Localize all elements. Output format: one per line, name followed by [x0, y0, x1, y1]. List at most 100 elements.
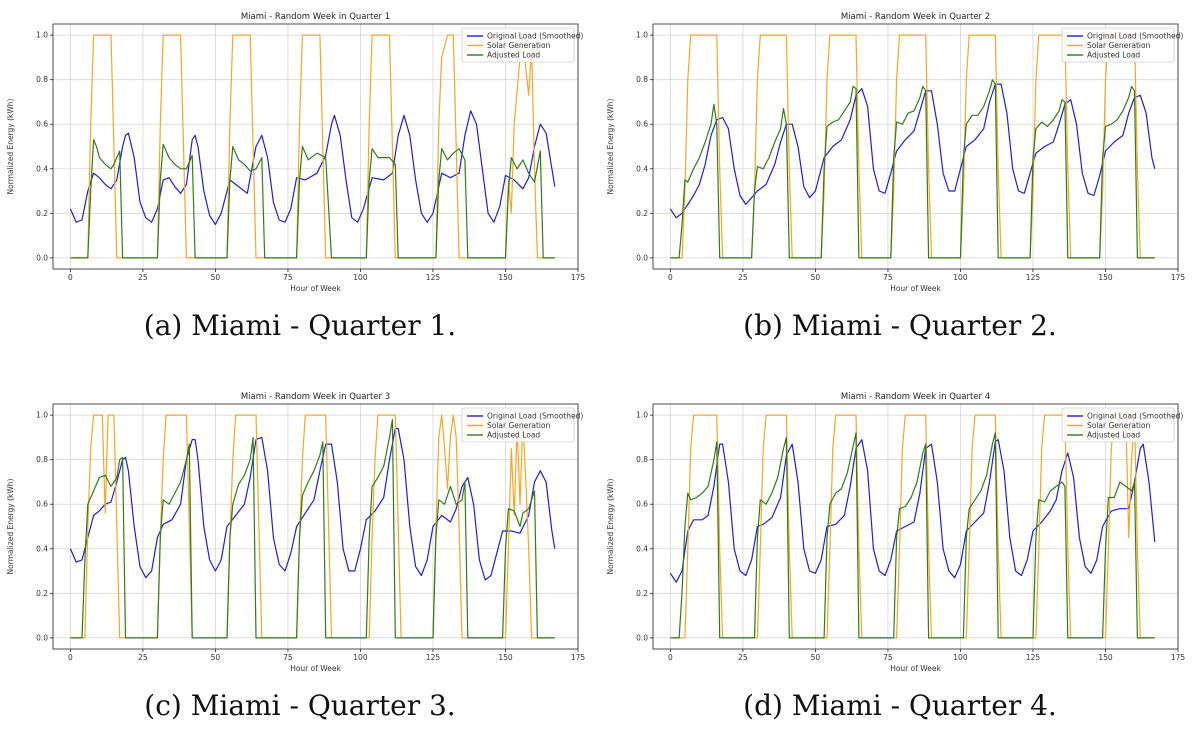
x-tick-label: 75 [883, 273, 893, 282]
chart-q3: Miami - Random Week in Quarter 3 0 25 50 75 1… [6, 392, 586, 673]
x-tick-label: 125 [426, 273, 441, 282]
series-line [670, 414, 1155, 639]
series-group [669, 414, 1156, 639]
y-tick-label: 0.8 [636, 75, 648, 84]
chart-panel-q4: Miami - Random Week in Quarter 4 0 25 50 75 1… [605, 385, 1195, 745]
y-tick-label: 0.0 [636, 253, 648, 262]
chart-q2: Miami - Random Week in Quarter 2 0 25 50 75 1… [606, 12, 1186, 293]
x-tick-label: 125 [1026, 653, 1041, 662]
legend-entry: Original Load (Smoothed) [1087, 412, 1183, 421]
y-tick-label: 0.2 [636, 209, 648, 218]
x-tick-label: 25 [738, 653, 748, 662]
legend: Original Load (Smoothed)Solar Generation… [1061, 27, 1183, 63]
y-tick-label: 0.6 [36, 120, 48, 129]
caption-q2: (b) Miami - Quarter 2. [743, 309, 1057, 342]
x-tick-label: 175 [1171, 273, 1186, 282]
y-tick-label: 0.6 [636, 500, 648, 509]
legend-box [461, 27, 575, 63]
x-tick-label: 75 [283, 653, 293, 662]
series-line [669, 439, 1156, 583]
legend: Original Load (Smoothed)Solar Generation… [461, 27, 583, 63]
plot-frame [52, 403, 579, 650]
legend-entry: Solar Generation [1087, 41, 1151, 50]
legend-entry: Adjusted Load [1087, 51, 1140, 60]
x-tick-label: 125 [426, 653, 441, 662]
y-tick-label: 0.8 [636, 455, 648, 464]
legend-entry: Adjusted Load [487, 431, 540, 440]
y-tick-label: 0.2 [36, 209, 48, 218]
y-axis-label: Normalized Energy (kWh) [606, 478, 615, 574]
chart-title: Miami - Random Week in Quarter 3 [241, 392, 390, 402]
y-tick-label: 1.0 [36, 31, 48, 40]
y-tick-label: 0.0 [636, 633, 648, 642]
legend-entry: Solar Generation [487, 41, 551, 50]
plot-frame [652, 403, 1179, 650]
legend: Original Load (Smoothed)Solar Generation… [1061, 407, 1183, 443]
x-axis-label: Hour of Week [290, 664, 341, 673]
series-line [670, 79, 1155, 259]
series-line [70, 414, 555, 639]
chart-q1: Miami - Random Week in Quarter 1 0 25 50 75 1… [6, 12, 586, 293]
x-tick-label: 25 [138, 653, 148, 662]
x-tick-label: 0 [668, 653, 673, 662]
y-tick-label: 0.4 [36, 164, 48, 173]
x-tick-label: 175 [571, 273, 586, 282]
x-axis-label: Hour of Week [290, 284, 341, 293]
legend-entry: Adjusted Load [1087, 431, 1140, 440]
x-axis-label: Hour of Week [890, 284, 941, 293]
y-tick-label: 1.0 [36, 411, 48, 420]
x-axis-label: Hour of Week [890, 664, 941, 673]
x-tick-label: 25 [138, 273, 148, 282]
chart-q4: Miami - Random Week in Quarter 4 0 25 50 75 1… [606, 392, 1186, 673]
series-line [69, 110, 556, 226]
series-line [670, 432, 1155, 639]
y-tick-label: 0.2 [36, 589, 48, 598]
y-tick-label: 0.8 [36, 455, 48, 464]
chart-title: Miami - Random Week in Quarter 2 [841, 12, 990, 22]
y-tick-label: 0.2 [636, 589, 648, 598]
x-tick-label: 150 [498, 273, 513, 282]
x-tick-label: 150 [1098, 273, 1113, 282]
chart-title: Miami - Random Week in Quarter 4 [841, 392, 990, 402]
x-tick-label: 100 [953, 653, 968, 662]
x-tick-label: 0 [68, 273, 73, 282]
x-tick-label: 175 [571, 653, 586, 662]
series-line [70, 139, 555, 259]
series-line [69, 427, 556, 581]
legend-entry: Original Load (Smoothed) [487, 32, 583, 41]
chart-panel-q2: Miami - Random Week in Quarter 2 0 25 50 75 1… [605, 5, 1195, 365]
legend-box [1061, 27, 1175, 63]
legend-box [461, 407, 575, 443]
legend-entry: Solar Generation [487, 421, 551, 430]
y-axis-label: Normalized Energy (kWh) [606, 98, 615, 194]
plot-frame [652, 23, 1179, 270]
series-group [69, 414, 556, 639]
x-tick-label: 125 [1026, 273, 1041, 282]
chart-title: Miami - Random Week in Quarter 1 [241, 12, 390, 22]
caption-q4: (d) Miami - Quarter 4. [743, 689, 1057, 722]
y-tick-label: 0.6 [636, 120, 648, 129]
legend-entry: Solar Generation [1087, 421, 1151, 430]
y-tick-label: 0.0 [36, 633, 48, 642]
y-tick-label: 0.6 [36, 500, 48, 509]
x-tick-label: 150 [498, 653, 513, 662]
y-tick-label: 0.8 [36, 75, 48, 84]
x-tick-label: 150 [1098, 653, 1113, 662]
legend-entry: Adjusted Load [487, 51, 540, 60]
x-tick-label: 75 [883, 653, 893, 662]
y-tick-label: 1.0 [636, 31, 648, 40]
x-tick-label: 50 [811, 653, 821, 662]
x-tick-label: 75 [283, 273, 293, 282]
x-tick-label: 100 [353, 653, 368, 662]
y-tick-label: 0.4 [36, 544, 48, 553]
x-tick-label: 0 [668, 273, 673, 282]
x-tick-label: 50 [811, 273, 821, 282]
y-tick-label: 1.0 [636, 411, 648, 420]
x-tick-label: 175 [1171, 653, 1186, 662]
series-line [669, 83, 1156, 219]
plot-frame [52, 23, 579, 270]
y-tick-label: 0.4 [636, 164, 648, 173]
y-tick-label: 0.4 [636, 544, 648, 553]
legend-box [1061, 407, 1175, 443]
chart-panel-q3: Miami - Random Week in Quarter 3 0 25 50 75 1… [5, 385, 595, 745]
